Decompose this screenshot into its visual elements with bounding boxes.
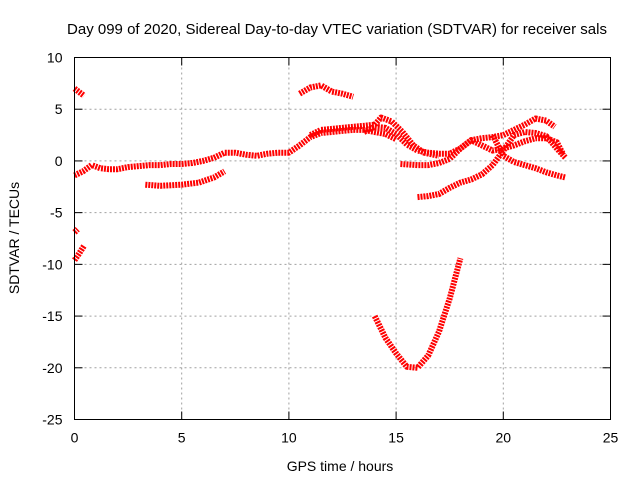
series-line-arc-j: [417, 129, 568, 201]
y-tick-label: -15: [42, 308, 62, 324]
series-layer: [72, 82, 568, 371]
series-line-arc-l: [372, 257, 464, 371]
x-tick-label: 25: [603, 430, 619, 446]
y-axis-label: SDTVAR / TECUs: [6, 182, 22, 294]
x-tick-label: 15: [388, 430, 404, 446]
series-line-arc-c: [72, 244, 87, 262]
chart-title: Day 099 of 2020, Sidereal Day-to-day VTE…: [67, 21, 607, 38]
x-tick-label: 0: [71, 430, 79, 446]
y-tick-label: -5: [50, 205, 63, 221]
grid-layer: [74, 57, 611, 420]
y-tick-label: -25: [42, 412, 62, 428]
series-line-arc-h: [362, 115, 557, 157]
x-tick-label: 20: [496, 430, 512, 446]
series-line-arc-d: [73, 126, 398, 179]
x-tick-label: 5: [178, 430, 186, 446]
series-line-arc-f: [298, 82, 355, 100]
series-line-arc-i: [400, 135, 566, 169]
y-tick-label: -20: [42, 360, 62, 376]
series-line-arc-e: [145, 168, 227, 189]
y-tick-label: 10: [47, 50, 63, 66]
series-line-arc-a: [72, 86, 86, 99]
tick-layer: 0 5 10 15 20 25 -25 -20 -15 -10 -5 0 5 10: [42, 50, 618, 446]
y-tick-label: 5: [55, 101, 63, 117]
series-line-arc-g: [308, 114, 440, 159]
plot-frame: [74, 57, 611, 420]
y-tick-label: -10: [42, 256, 62, 272]
y-tick-label: 0: [55, 153, 63, 169]
series-line-arc-k: [489, 133, 567, 181]
x-axis-label: GPS time / hours: [287, 458, 394, 474]
x-tick-label: 10: [281, 430, 297, 446]
series-line-arc-b: [72, 227, 80, 235]
